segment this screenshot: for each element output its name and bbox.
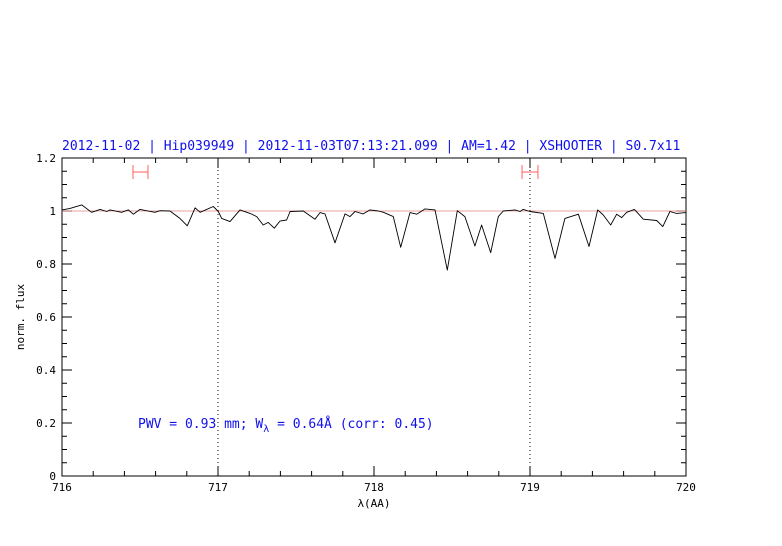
- spectrum-line: [61, 204, 687, 271]
- annotation-text: PWV = 0.93 mm; W: [138, 417, 263, 432]
- y-tick-label: 0.6: [36, 311, 56, 324]
- y-tick-label: 0.8: [36, 258, 56, 271]
- annotation-subscript: λ: [263, 424, 269, 435]
- x-tick-label: 720: [676, 481, 696, 494]
- x-tick-label: 717: [208, 481, 228, 494]
- x-tick-label: 719: [520, 481, 540, 494]
- chart-title: 2012-11-02 | Hip039949 | 2012-11-03T07:1…: [62, 139, 680, 154]
- pwv-annotation: PWV = 0.93 mm; Wλ = 0.64Å (corr: 0.45): [138, 416, 434, 435]
- x-axis-label: λ(AA): [357, 497, 390, 510]
- y-tick-label: 1.2: [36, 152, 56, 165]
- x-tick-label: 716: [52, 481, 72, 494]
- y-tick-label: 0.2: [36, 417, 56, 430]
- y-axis-label: norm. flux: [14, 284, 27, 351]
- y-tick-label: 0.4: [36, 364, 56, 377]
- plot-area: 716 717 718 719 720 0 0.2 0.4 0.6 0.8 1 1.2: [36, 152, 696, 494]
- x-tick-label: 718: [364, 481, 384, 494]
- y-tick-label: 0: [49, 470, 56, 483]
- annotation-rest: = 0.64Å (corr: 0.45): [269, 416, 433, 432]
- y-tick-label: 1: [49, 205, 56, 218]
